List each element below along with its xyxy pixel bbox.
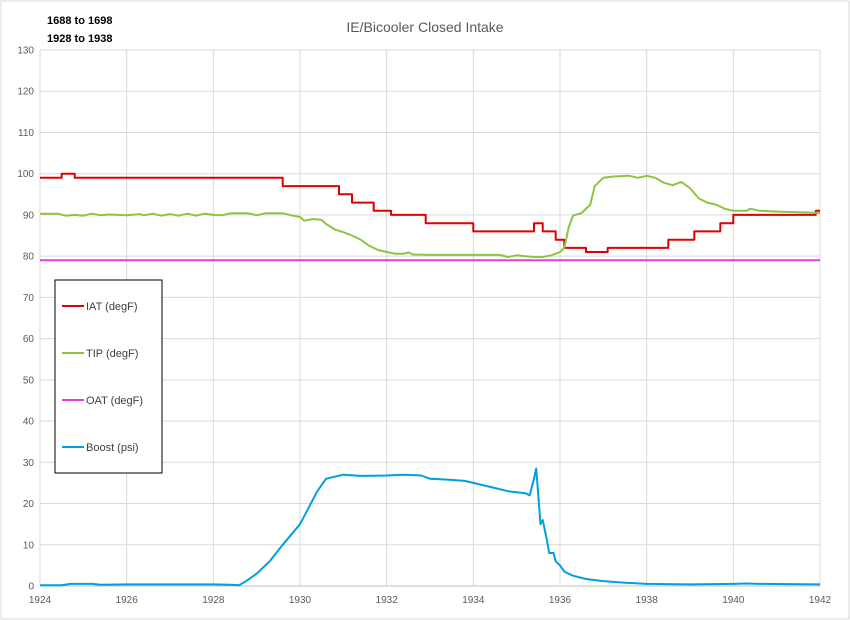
y-tick-label: 20: [23, 499, 35, 510]
x-tick-label: 1936: [549, 595, 572, 606]
note-line-1: 1688 to 1698: [47, 15, 112, 27]
y-tick-label: 70: [23, 293, 35, 304]
x-tick-label: 1938: [636, 595, 659, 606]
series-line-1: [40, 172, 820, 253]
legend-label: TIP (degF): [86, 348, 138, 360]
x-tick-label: 1932: [376, 595, 399, 606]
note-line-2: 1928 to 1938: [47, 33, 112, 45]
series-line-2: [40, 174, 821, 258]
legend-label: OAT (degF): [86, 395, 143, 407]
x-tick-label: 1930: [289, 595, 312, 606]
y-tick-label: 120: [17, 87, 34, 98]
y-tick-label: 40: [23, 417, 35, 428]
legend-label: IAT (degF): [86, 301, 138, 313]
y-tick-label: 100: [17, 169, 34, 180]
y-tick-label: 80: [23, 252, 35, 263]
series-line-4: [40, 467, 821, 587]
y-tick-label: 90: [23, 210, 35, 221]
axes: 0 10 20 30 40 50 60 70 80 90 100 110 120 130 1924 1926 1…: [17, 46, 831, 607]
x-tick-label: 1940: [722, 595, 745, 606]
y-tick-label: 10: [23, 540, 35, 551]
x-tick-label: 1926: [116, 595, 139, 606]
y-tick-label: 0: [28, 582, 34, 593]
legend: IAT (degF) TIP (degF) OAT (degF) Boost (psi…: [54, 279, 163, 474]
y-tick-label: 130: [17, 46, 34, 57]
y-tick-label: 60: [23, 334, 35, 345]
y-tick-label: 50: [23, 375, 35, 386]
x-tick-label: 1934: [462, 595, 485, 606]
legend-label: Boost (psi): [86, 442, 139, 454]
x-tick-label: 1942: [809, 595, 832, 606]
y-tick-label: 30: [23, 458, 35, 469]
chart-title: IE/Bicooler Closed Intake: [346, 19, 503, 35]
series-lines: [40, 172, 821, 587]
legend-box: [54, 279, 163, 474]
y-tick-label: 110: [18, 128, 34, 139]
x-tick-label: 1924: [29, 595, 52, 606]
x-tick-label: 1928: [202, 595, 225, 606]
